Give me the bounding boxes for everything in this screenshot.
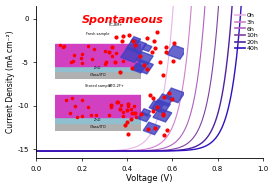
0h <box>170 30 173 33</box>
0h <box>144 140 147 142</box>
6h <box>35 150 38 152</box>
6h <box>142 149 145 152</box>
20h <box>35 150 38 152</box>
3h <box>35 150 38 152</box>
40h <box>220 126 224 129</box>
6h <box>170 144 173 146</box>
Line: 0h: 0h <box>36 0 263 151</box>
0h <box>35 150 38 152</box>
Legend: 0h, 3h, 6h, 10h, 20h, 40h: 0h, 3h, 6h, 10h, 20h, 40h <box>234 12 260 53</box>
40h <box>144 150 147 152</box>
10h <box>144 150 147 152</box>
Line: 3h: 3h <box>36 0 263 151</box>
20h <box>144 150 147 152</box>
X-axis label: Voltage (V): Voltage (V) <box>126 174 173 184</box>
40h <box>35 150 38 152</box>
0h <box>157 113 161 115</box>
3h <box>144 148 147 150</box>
3h <box>170 129 173 131</box>
6h <box>144 149 147 152</box>
6h <box>157 148 161 150</box>
0h <box>142 141 145 143</box>
10h <box>35 150 38 152</box>
20h <box>220 94 224 97</box>
40h <box>142 150 145 152</box>
40h <box>170 150 173 152</box>
20h <box>157 150 161 152</box>
Line: 6h: 6h <box>36 0 263 151</box>
20h <box>142 150 145 152</box>
Line: 10h: 10h <box>36 0 263 151</box>
Y-axis label: Current Density (mA cm⁻²): Current Density (mA cm⁻²) <box>5 30 15 133</box>
40h <box>157 150 161 152</box>
10h <box>142 150 145 152</box>
Line: 40h: 40h <box>36 0 263 151</box>
Line: 20h: 20h <box>36 0 263 151</box>
10h <box>157 149 161 152</box>
10h <box>170 148 173 151</box>
20h <box>170 149 173 152</box>
3h <box>142 148 145 151</box>
Text: Spontaneous: Spontaneous <box>82 15 163 25</box>
3h <box>157 143 161 146</box>
